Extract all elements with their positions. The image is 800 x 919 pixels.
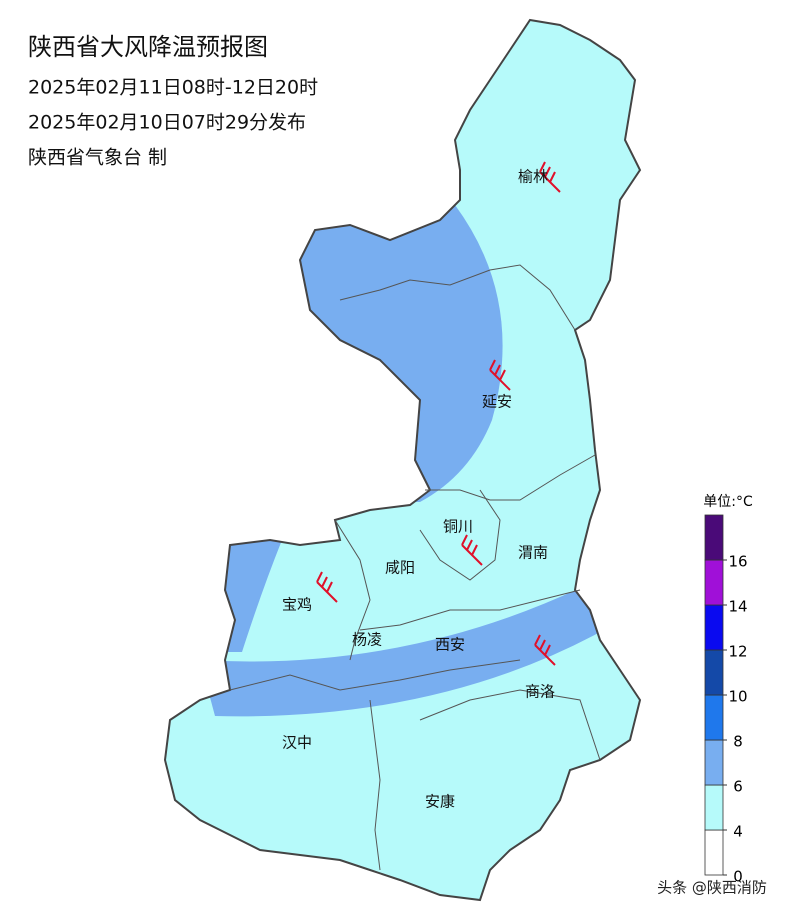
header-line: 2025年02月11日08时-12日20时	[28, 77, 318, 99]
city-label: 安康	[425, 793, 455, 811]
legend-swatch	[704, 514, 724, 561]
legend-tick-label: 6	[733, 778, 743, 796]
city-label: 商洛	[525, 683, 555, 701]
city-label: 汉中	[282, 734, 312, 752]
legend-swatch	[704, 559, 724, 606]
city-label: 宝鸡	[282, 596, 312, 614]
header-line: 2025年02月10日07时29分发布	[28, 112, 306, 134]
legend-swatch	[704, 739, 724, 786]
province-outline	[163, 18, 642, 902]
legend-swatch	[704, 829, 724, 876]
legend-swatch	[704, 784, 724, 831]
legend-tick-label: 12	[728, 643, 747, 661]
header-line: 陕西省气象台 制	[28, 147, 167, 169]
city-label: 延安	[482, 393, 512, 411]
legend-tick-label: 0	[733, 868, 743, 886]
legend-swatch	[704, 604, 724, 651]
map-title: 陕西省大风降温预报图	[28, 33, 268, 61]
legend-swatch	[704, 694, 724, 741]
legend-tick-label: 10	[728, 688, 747, 706]
legend-tick-label: 16	[728, 553, 747, 571]
city-label: 铜川	[443, 518, 473, 536]
wind-barbs	[316, 161, 561, 666]
legend-swatch	[704, 649, 724, 696]
legend-tick-label: 8	[733, 733, 743, 751]
watermark: 头条 @陕西消防	[657, 879, 767, 897]
city-label: 渭南	[518, 544, 548, 562]
boundaries	[229, 264, 601, 871]
legend-tick-label: 4	[733, 823, 743, 841]
city-label: 西安	[435, 636, 465, 654]
city-label: 杨凌	[352, 631, 382, 649]
city-label: 咸阳	[385, 559, 415, 577]
city-label: 榆林	[518, 168, 548, 186]
legend-unit: 单位:°C	[703, 494, 753, 510]
legend-tick-label: 14	[728, 598, 747, 616]
